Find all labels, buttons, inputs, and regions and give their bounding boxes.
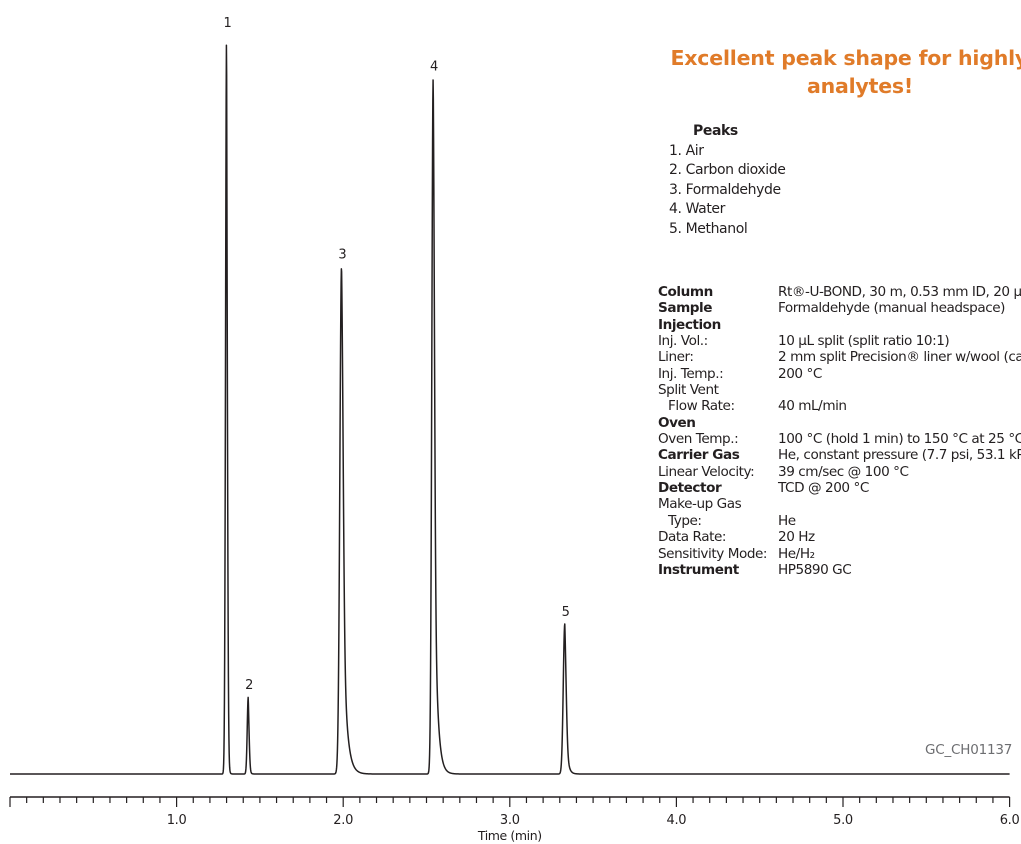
headline-line-1: Excellent peak shape for highly p <box>670 46 1021 70</box>
condition-value: 100 °C (hold 1 min) to 150 °C at 25 °C/m <box>778 431 1021 448</box>
condition-value <box>778 496 1021 512</box>
peak-number-labels: 1 2 3 4 5 <box>223 16 569 693</box>
condition-row: Column Rt®-U-BOND, 30 m, 0.53 mm ID, 20 µ… <box>658 284 1021 300</box>
condition-label: Type: <box>668 512 702 529</box>
condition-row: Make-up Gas <box>658 496 1021 512</box>
condition-value <box>778 317 1021 333</box>
condition-row: Inj. Vol.: 10 µL split (split ratio 10:1) <box>658 333 1021 349</box>
condition-row: Carrier Gas He, constant pressure (7.7 ps… <box>658 447 1021 463</box>
x-tick-label: 1.0 <box>167 813 187 828</box>
condition-value: 40 mL/min <box>778 398 847 415</box>
condition-value <box>778 415 1021 431</box>
condition-label: Inj. Temp.: <box>658 365 724 382</box>
chromatogram-code: GC_CH01137 <box>925 742 1013 758</box>
condition-label: Flow Rate: <box>668 398 735 415</box>
condition-row: Injection <box>658 317 1021 333</box>
condition-row: Split Vent <box>658 382 1021 398</box>
peaks-list: 1. Air 2. Carbon dioxide 3. Formaldehyde… <box>669 142 786 240</box>
condition-label: Inj. Vol.: <box>658 333 708 350</box>
method-conditions: Column Rt®-U-BOND, 30 m, 0.53 mm ID, 20 µ… <box>658 284 1021 578</box>
condition-value: TCD @ 200 °C <box>778 480 869 497</box>
condition-row: Instrument HP5890 GC <box>658 562 1021 578</box>
chromatogram-trace <box>9 44 1011 775</box>
condition-label: Split Vent <box>658 382 719 399</box>
condition-label: Liner: <box>658 349 694 366</box>
condition-value: He, constant pressure (7.7 psi, 53.1 kPa… <box>778 447 1021 464</box>
peaks-title: Peaks <box>693 123 738 139</box>
peak-item-methanol: 5. Methanol <box>669 220 748 237</box>
condition-row: Type: He <box>658 513 1021 529</box>
peak-item-formaldehyde: 3. Formaldehyde <box>669 181 781 198</box>
condition-label: Detector <box>658 480 722 497</box>
condition-value: He <box>778 512 796 529</box>
peak-label: 2 <box>245 678 253 693</box>
x-tick-label: 5.0 <box>833 813 853 828</box>
condition-value: 20 Hz <box>778 529 815 546</box>
peak-label: 5 <box>562 605 570 620</box>
headline-line-2: analytes! <box>806 74 914 98</box>
peak-label: 1 <box>223 16 231 31</box>
peaks-legend: Peaks 1. Air 2. Carbon dioxide 3. Formal… <box>669 122 786 240</box>
condition-row: Liner: 2 mm split Precision® liner w/wool… <box>658 349 1021 365</box>
condition-label: Linear Velocity: <box>658 463 755 480</box>
peak-label: 3 <box>338 247 346 262</box>
x-tick-label: 3.0 <box>500 813 520 828</box>
condition-label: Oven Temp.: <box>658 431 739 448</box>
condition-value <box>778 382 1021 398</box>
condition-value: 2 mm split Precision® liner w/wool (cat <box>778 349 1021 366</box>
condition-value: 200 °C <box>778 365 822 382</box>
condition-value: HP5890 GC <box>778 561 852 578</box>
peak-item-water: 4. Water <box>669 201 725 218</box>
condition-label: Column <box>658 284 713 300</box>
x-tick-label: 4.0 <box>667 813 687 828</box>
peak-label: 4 <box>430 60 438 75</box>
condition-label: Sensitivity Mode: <box>658 545 768 562</box>
condition-row: Linear Velocity: 39 cm/sec @ 100 °C <box>658 464 1021 480</box>
condition-label: Data Rate: <box>658 529 727 546</box>
peak-item-carbon-dioxide: 2. Carbon dioxide <box>669 162 786 179</box>
condition-label: Instrument <box>658 561 739 578</box>
condition-label: Make-up Gas <box>658 496 742 513</box>
condition-label: Carrier Gas <box>658 447 740 464</box>
condition-label: Oven <box>658 414 696 431</box>
x-axis-title: Time (min) <box>477 828 542 843</box>
condition-row: Flow Rate: 40 mL/min <box>658 398 1021 414</box>
condition-label: Sample <box>658 300 713 317</box>
condition-row: Sensitivity Mode: He/H₂ <box>658 546 1021 562</box>
x-axis-ticks <box>9 797 1011 807</box>
condition-value: Formaldehyde (manual headspace) <box>778 300 1006 317</box>
x-tick-label: 6.0 <box>1000 813 1020 828</box>
condition-value: Rt®-U-BOND, 30 m, 0.53 mm ID, 20 µm <box>778 284 1021 300</box>
condition-row: Oven <box>658 415 1021 431</box>
condition-value: 10 µL split (split ratio 10:1) <box>778 333 950 350</box>
condition-row: Sample Formaldehyde (manual headspace) <box>658 300 1021 316</box>
condition-row: Inj. Temp.: 200 °C <box>658 366 1021 382</box>
condition-row: Oven Temp.: 100 °C (hold 1 min) to 150 °C… <box>658 431 1021 447</box>
condition-label: Injection <box>658 316 721 333</box>
condition-row: Data Rate: 20 Hz <box>658 529 1021 545</box>
headline: Excellent peak shape for highly p analyt… <box>640 44 1021 100</box>
x-tick-label: 2.0 <box>333 813 353 828</box>
condition-row: Detector TCD @ 200 °C <box>658 480 1021 496</box>
x-axis-tick-labels: 1.0 2.0 3.0 4.0 5.0 6.0 <box>167 813 1020 828</box>
condition-value: 39 cm/sec @ 100 °C <box>778 463 909 480</box>
peak-item-air: 1. Air <box>669 142 704 159</box>
condition-value: He/H₂ <box>778 545 815 562</box>
